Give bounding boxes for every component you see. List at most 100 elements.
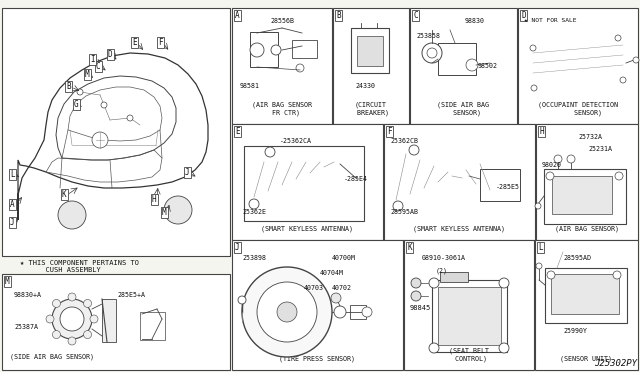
- Text: (SENSOR UNIT): (SENSOR UNIT): [560, 356, 612, 362]
- Circle shape: [60, 307, 84, 331]
- Text: J: J: [235, 243, 239, 252]
- Text: 40704M: 40704M: [320, 270, 344, 276]
- Circle shape: [567, 155, 575, 163]
- Text: E: E: [235, 127, 239, 136]
- Text: (SIDE AIR BAG
  SENSOR): (SIDE AIR BAG SENSOR): [437, 102, 489, 116]
- Circle shape: [530, 45, 536, 51]
- Circle shape: [393, 201, 403, 211]
- Bar: [244, 146, 364, 221]
- Circle shape: [92, 132, 108, 148]
- Text: 98581: 98581: [240, 83, 260, 89]
- Bar: [351, 28, 389, 73]
- Circle shape: [409, 145, 419, 155]
- Text: I: I: [90, 55, 95, 64]
- Circle shape: [84, 331, 92, 339]
- Text: E: E: [132, 38, 136, 47]
- Circle shape: [411, 291, 421, 301]
- Bar: [535, 240, 638, 370]
- Text: 25362E: 25362E: [242, 209, 266, 215]
- Circle shape: [265, 147, 275, 157]
- Circle shape: [429, 343, 439, 353]
- Text: L: L: [10, 170, 15, 179]
- Bar: [292, 40, 317, 58]
- Circle shape: [411, 278, 421, 288]
- Bar: [438, 287, 501, 345]
- Text: 25732A: 25732A: [578, 134, 602, 140]
- Text: (SMART KEYLESS ANTENNA): (SMART KEYLESS ANTENNA): [261, 225, 353, 232]
- Circle shape: [52, 331, 60, 339]
- Bar: [102, 299, 116, 342]
- Circle shape: [499, 278, 509, 288]
- Bar: [518, 8, 638, 124]
- Bar: [404, 240, 534, 370]
- Circle shape: [101, 102, 107, 108]
- Circle shape: [334, 306, 346, 318]
- Text: (TIRE PRESS SENSOR): (TIRE PRESS SENSOR): [279, 356, 355, 362]
- Circle shape: [127, 115, 133, 121]
- Text: ★ THIS COMPONENT PERTAINS TO
      CUSH ASSEMBLY: ★ THIS COMPONENT PERTAINS TO CUSH ASSEMB…: [20, 260, 139, 273]
- Bar: [551, 274, 619, 314]
- Polygon shape: [252, 156, 340, 199]
- Text: 28595AD: 28595AD: [563, 255, 591, 261]
- Circle shape: [633, 57, 639, 63]
- Text: 08910-3061A: 08910-3061A: [422, 255, 466, 261]
- Circle shape: [84, 299, 92, 307]
- Polygon shape: [394, 150, 502, 202]
- Bar: [2, 8, 230, 256]
- Text: 285E5+A: 285E5+A: [117, 292, 145, 298]
- Text: H: H: [152, 195, 157, 204]
- Bar: [544, 169, 626, 224]
- Bar: [545, 268, 627, 323]
- Bar: [357, 36, 383, 66]
- Circle shape: [242, 267, 332, 357]
- Circle shape: [536, 263, 542, 269]
- Text: 253858: 253858: [416, 33, 440, 39]
- Text: B: B: [66, 82, 70, 91]
- Text: 25362CB: 25362CB: [390, 138, 418, 144]
- Text: 28556B: 28556B: [270, 18, 294, 24]
- Text: A: A: [235, 11, 239, 20]
- Bar: [350, 305, 366, 319]
- Bar: [440, 272, 468, 282]
- Circle shape: [68, 337, 76, 345]
- Text: 98845: 98845: [410, 305, 431, 311]
- Text: 25231A: 25231A: [588, 146, 612, 152]
- Circle shape: [620, 77, 626, 83]
- Text: (AIR BAG SENSOR
  FR CTR): (AIR BAG SENSOR FR CTR): [252, 102, 312, 116]
- Text: 98020: 98020: [542, 162, 562, 168]
- Circle shape: [422, 43, 442, 63]
- Text: M: M: [5, 277, 10, 286]
- Circle shape: [250, 43, 264, 57]
- Text: -25362CA: -25362CA: [280, 138, 312, 144]
- Text: A: A: [10, 200, 15, 209]
- Bar: [438, 43, 476, 75]
- Text: 98830: 98830: [465, 18, 485, 24]
- Bar: [140, 312, 165, 340]
- Text: (SEAT BELT
 CONTROL): (SEAT BELT CONTROL): [449, 348, 489, 362]
- Text: F: F: [158, 38, 163, 47]
- Circle shape: [277, 302, 297, 322]
- Text: G: G: [74, 100, 79, 109]
- Text: (AIR BAG SENSOR): (AIR BAG SENSOR): [555, 225, 619, 232]
- Text: H: H: [539, 127, 543, 136]
- Bar: [384, 124, 535, 240]
- Text: (OCCUPAINT DETECTION
     SENSOR): (OCCUPAINT DETECTION SENSOR): [538, 102, 618, 116]
- Circle shape: [615, 172, 623, 180]
- Text: 98830+A: 98830+A: [14, 292, 42, 298]
- Text: 28595AB: 28595AB: [390, 209, 418, 215]
- Circle shape: [499, 343, 509, 353]
- Bar: [2, 274, 230, 370]
- Text: M: M: [162, 208, 166, 217]
- Text: 40703: 40703: [304, 285, 324, 291]
- Text: (SIDE AIR BAG SENSOR): (SIDE AIR BAG SENSOR): [10, 354, 94, 360]
- Text: C: C: [96, 62, 100, 71]
- Text: 25387A: 25387A: [14, 324, 38, 330]
- Circle shape: [531, 85, 537, 91]
- Text: -285E4: -285E4: [344, 176, 368, 182]
- Bar: [552, 176, 612, 214]
- Circle shape: [257, 282, 317, 342]
- Text: 98502: 98502: [478, 63, 498, 69]
- Text: (SMART KEYLESS ANTENNA): (SMART KEYLESS ANTENNA): [413, 225, 505, 232]
- Text: 40700M: 40700M: [332, 255, 356, 261]
- Text: B: B: [336, 11, 340, 20]
